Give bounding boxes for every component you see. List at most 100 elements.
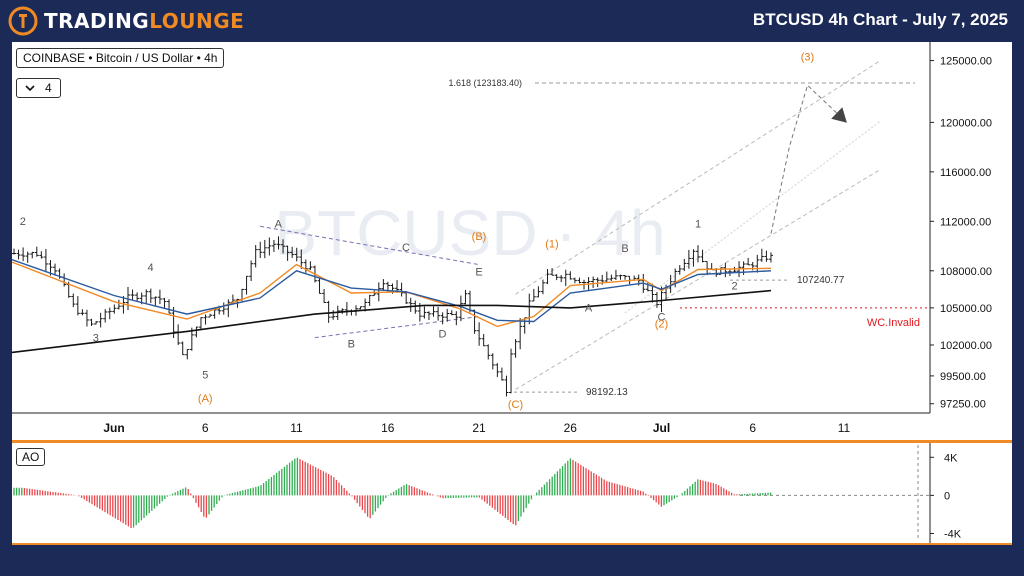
indicator-toggle[interactable]: 4: [16, 78, 61, 98]
price-bar: [759, 248, 764, 262]
x-axis-label: 26: [564, 421, 578, 435]
chart-watermark: BTCUSD · 4h: [274, 197, 665, 269]
x-axis-label: 16: [381, 421, 395, 435]
wave-label: 5: [202, 369, 208, 381]
price-bar: [153, 296, 158, 307]
price-bar: [281, 239, 286, 254]
price-bar: [185, 348, 190, 360]
price-bar: [34, 246, 39, 257]
ao-legend[interactable]: AO: [16, 448, 46, 466]
price-bar: [677, 265, 682, 275]
price-bar: [89, 318, 94, 326]
price-bar: [180, 341, 185, 356]
price-bar: [531, 288, 536, 302]
price-bar: [203, 314, 208, 325]
price-bar: [94, 321, 99, 325]
wave-label-major: (C): [508, 399, 523, 411]
price-bar: [536, 286, 541, 298]
page-title: BTCUSD 4h Chart - July 7, 2025: [752, 10, 1008, 29]
price-bar: [686, 249, 691, 269]
price-bar: [331, 310, 336, 320]
x-axis-label: Jun: [103, 421, 124, 435]
price-bar: [755, 254, 760, 273]
price-bar: [486, 344, 491, 360]
ao-panel[interactable]: [12, 443, 1012, 543]
price-bar: [691, 249, 696, 267]
ao-axis-label: -4K: [944, 528, 962, 540]
logo-icon: [8, 6, 38, 36]
price-bar: [481, 334, 486, 347]
price-bar: [477, 322, 482, 346]
price-bar: [696, 245, 700, 263]
panel-divider-bottom: [12, 543, 1012, 545]
wave-label-major: (B): [472, 231, 487, 243]
price-bar: [98, 312, 103, 328]
wave-label-major: (3): [801, 52, 814, 64]
x-axis-label: 21: [472, 421, 486, 435]
price-bar: [212, 309, 217, 319]
price-bar: [513, 339, 518, 358]
price-bar: [559, 275, 564, 283]
price-bar: [499, 367, 504, 381]
ao-axis-label: 4K: [944, 452, 958, 464]
price-bar: [121, 295, 126, 314]
y-axis-label: 102000.00: [940, 340, 992, 352]
triangle-trendline: [314, 316, 480, 339]
price-bar: [144, 289, 149, 305]
y-axis-label: 97250.00: [940, 399, 986, 411]
wave-label: 4: [147, 262, 153, 274]
price-bar: [39, 251, 44, 259]
price-bar: [509, 348, 514, 394]
price-bar: [668, 274, 673, 293]
wave-label-major: (1): [545, 238, 558, 250]
price-bar: [358, 306, 363, 310]
panel-divider: [12, 440, 1012, 443]
price-bar: [30, 251, 35, 259]
triangle-trendline: [259, 225, 480, 266]
price-bar: [440, 312, 445, 325]
price-bar: [249, 260, 254, 281]
wave-label: C: [402, 242, 410, 254]
price-bar: [463, 289, 468, 305]
price-bar: [226, 299, 231, 318]
price-bar: [194, 326, 199, 338]
y-axis-label: 105000.00: [940, 303, 992, 315]
y-axis-label: 116000.00: [940, 167, 991, 179]
price-bar: [426, 311, 431, 320]
price-bar: [700, 249, 705, 263]
price-bar: [458, 295, 463, 322]
price-bar: [609, 274, 614, 282]
y-axis-label: 120000.00: [940, 117, 992, 129]
price-bar: [381, 279, 386, 292]
price-bar: [167, 299, 172, 314]
moving-average-line: [11, 259, 772, 323]
price-bar: [554, 274, 559, 281]
price-bar: [613, 269, 618, 280]
indicator-count: 4: [45, 81, 52, 95]
symbol-legend[interactable]: COINBASE • Bitcoin / US Dollar • 4h: [16, 48, 225, 68]
wave-label: A: [585, 303, 593, 315]
price-bar: [577, 277, 582, 284]
price-bar: [563, 269, 568, 287]
price-bar: [472, 309, 477, 334]
price-bar: [623, 274, 628, 280]
x-axis-label: 11: [290, 421, 303, 435]
price-bar: [148, 288, 153, 304]
price-bar: [604, 271, 609, 282]
price-bar: [107, 307, 112, 320]
price-bar: [221, 302, 226, 315]
price-bar: [764, 250, 769, 262]
price-bar: [116, 299, 121, 310]
price-bar: [258, 241, 263, 259]
price-chart-panel[interactable]: [12, 42, 1012, 440]
chevron-down-icon: [25, 85, 35, 92]
y-axis-label: 99500.00: [940, 371, 986, 383]
price-bar: [326, 300, 331, 323]
channel-line: [515, 168, 881, 390]
price-bar: [431, 306, 436, 317]
price-bar: [285, 245, 290, 261]
price-bar: [768, 252, 773, 263]
price-bar: [518, 318, 523, 350]
invalidation-label: WC.Invalid: [867, 317, 920, 329]
